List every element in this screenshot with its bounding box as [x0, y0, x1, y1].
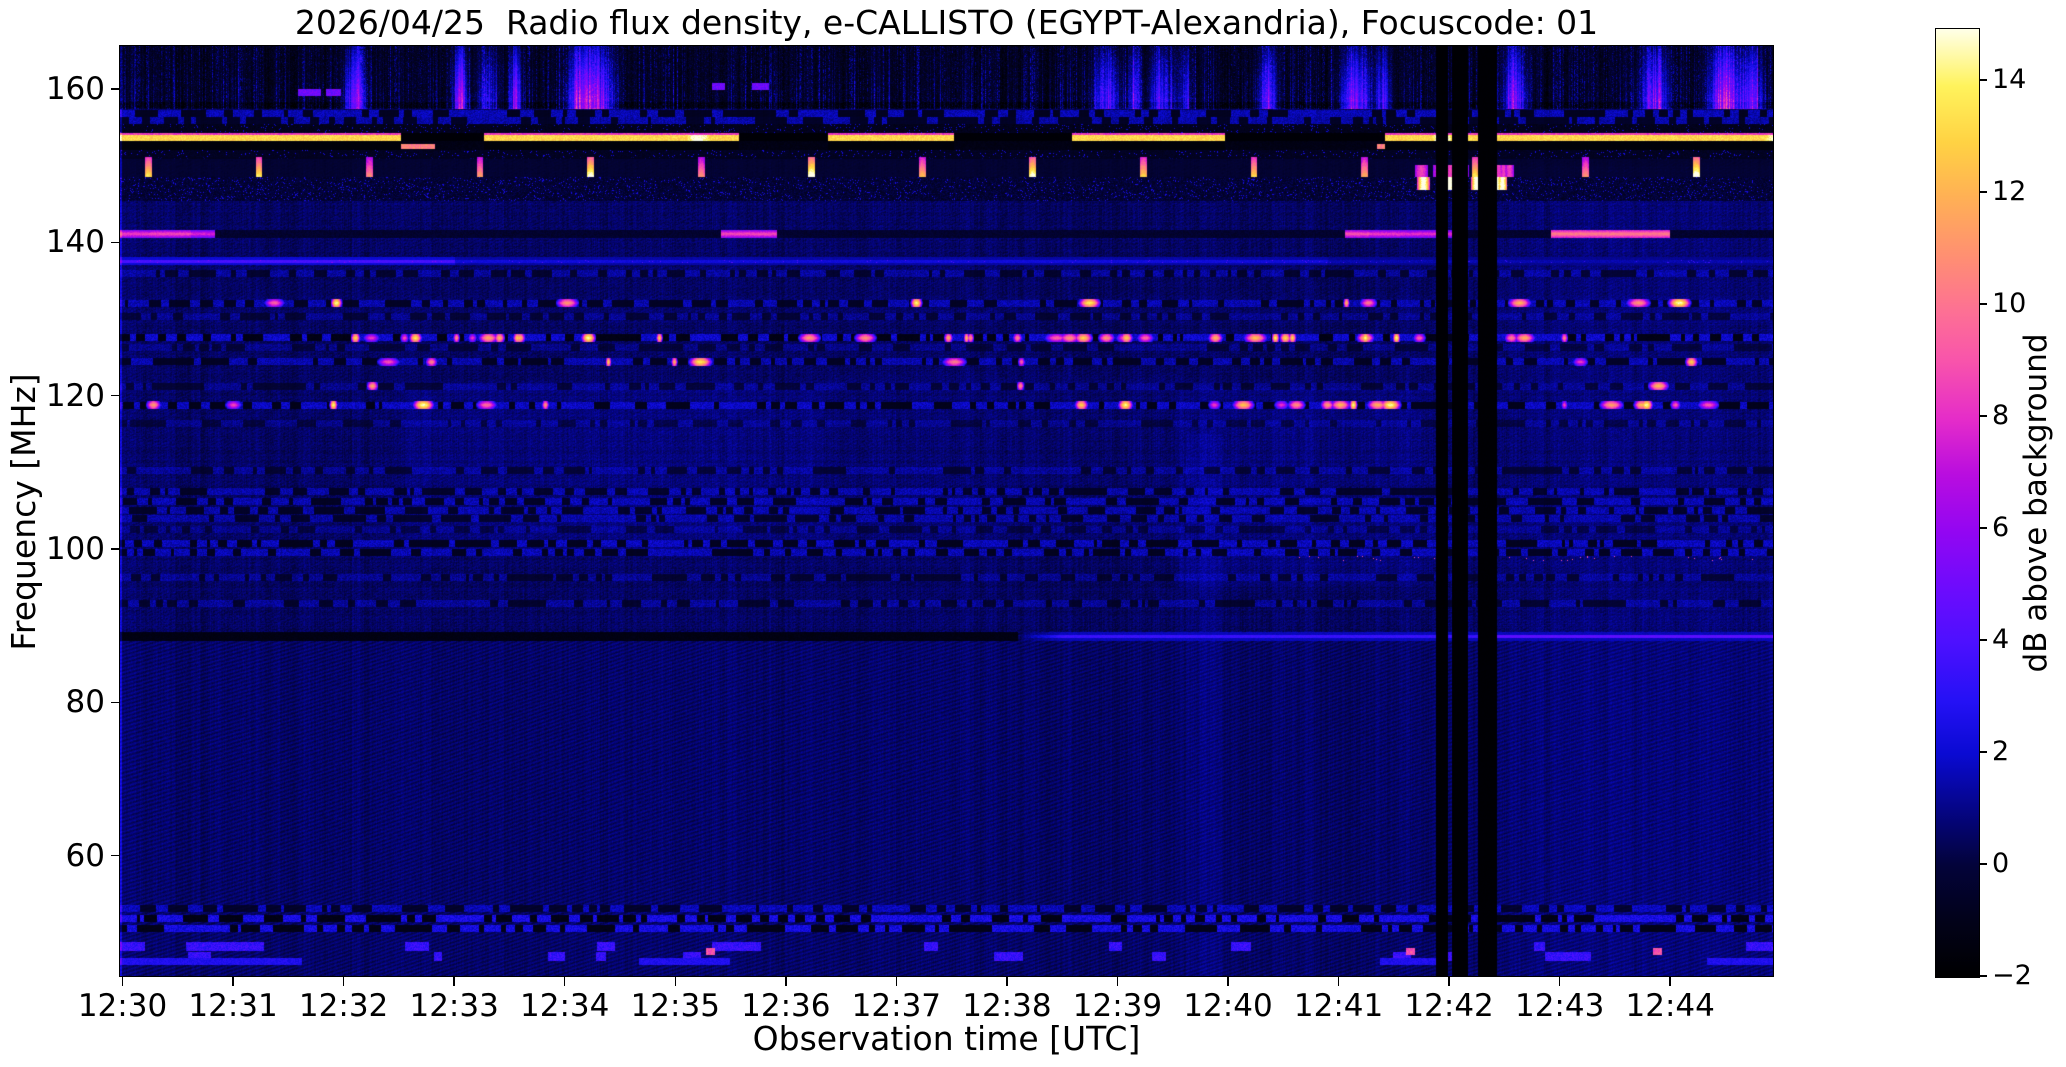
y-tick-mark — [111, 394, 120, 397]
colorbar-tick-mark — [1979, 751, 1987, 753]
y-tick-mark — [111, 854, 120, 857]
colorbar-tick-mark — [1979, 303, 1987, 305]
y-tick-label: 60 — [65, 837, 105, 874]
colorbar-tick-label: 2 — [1992, 736, 2010, 768]
colorbar-label: dB above background — [2018, 333, 2054, 673]
x-tick-mark — [1227, 977, 1229, 986]
colorbar-tick-mark — [1979, 639, 1987, 641]
y-tick-mark — [111, 548, 120, 550]
colorbar-tick-mark — [1979, 975, 1987, 977]
plot-area — [119, 45, 1774, 977]
y-tick-mark — [111, 241, 120, 244]
y-tick-label: 140 — [45, 224, 105, 261]
x-tick-mark — [342, 977, 345, 986]
spectrogram-canvas — [120, 46, 1773, 976]
x-tick-label: 12:40 — [1183, 988, 1273, 1024]
y-tick-label: 120 — [45, 377, 105, 414]
y-tick-label: 100 — [45, 530, 105, 567]
x-tick-label: 12:43 — [1514, 988, 1605, 1024]
colorbar-tick-label: 6 — [1992, 512, 2010, 544]
x-tick-label: 12:32 — [298, 988, 389, 1024]
colorbar-tick-label: 0 — [1992, 848, 2010, 879]
x-tick-mark — [232, 977, 234, 986]
y-tick-label: 80 — [65, 684, 105, 721]
colorbar-tick-mark — [1979, 79, 1987, 81]
x-tick-label: 12:35 — [630, 988, 720, 1024]
x-tick-mark — [895, 977, 898, 986]
x-tick-label: 12:41 — [1293, 988, 1384, 1024]
x-tick-label: 12:33 — [409, 988, 499, 1024]
x-tick-mark — [674, 977, 676, 986]
chart-title: 2026/04/25 Radio flux density, e-CALLIST… — [294, 3, 1599, 42]
colorbar-tick-label: 12 — [1992, 176, 2027, 208]
x-tick-mark — [563, 977, 566, 986]
x-tick-label: 12:36 — [741, 988, 831, 1024]
x-tick-mark — [1006, 977, 1008, 986]
colorbar-tick-mark — [1979, 191, 1987, 193]
x-tick-mark — [1116, 977, 1119, 986]
x-tick-mark — [453, 977, 455, 986]
x-tick-mark — [1337, 977, 1340, 986]
x-tick-mark — [121, 977, 124, 986]
y-axis-label: Frequency [MHz] — [4, 373, 43, 651]
x-tick-label: 12:31 — [188, 988, 278, 1024]
x-tick-mark — [1669, 977, 1671, 986]
x-axis-label: Observation time [UTC] — [752, 1019, 1141, 1058]
x-tick-label: 12:44 — [1625, 988, 1715, 1024]
x-tick-label: 12:38 — [962, 988, 1052, 1024]
colorbar-tick-label: −2 — [1992, 960, 2032, 991]
colorbar-tick-mark — [1979, 415, 1987, 417]
x-tick-label: 12:30 — [77, 988, 168, 1024]
x-tick-mark — [785, 977, 787, 986]
colorbar-tick-label: 8 — [1992, 400, 2010, 432]
colorbar-tick-label: 4 — [1992, 624, 2010, 656]
x-tick-label: 12:37 — [851, 988, 942, 1024]
colorbar-tick-label: 14 — [1992, 64, 2027, 96]
colorbar-tick-mark — [1979, 863, 1987, 865]
x-tick-label: 12:39 — [1072, 988, 1163, 1024]
colorbar — [1935, 28, 1980, 978]
y-tick-mark — [111, 88, 120, 90]
y-tick-mark — [111, 701, 120, 704]
colorbar-tick-label: 10 — [1992, 288, 2027, 320]
colorbar-tick-mark — [1979, 527, 1987, 529]
x-tick-mark — [1558, 977, 1561, 986]
x-tick-label: 12:42 — [1404, 988, 1494, 1024]
x-tick-label: 12:34 — [520, 988, 610, 1024]
x-tick-mark — [1448, 977, 1450, 986]
y-tick-label: 160 — [45, 70, 105, 107]
